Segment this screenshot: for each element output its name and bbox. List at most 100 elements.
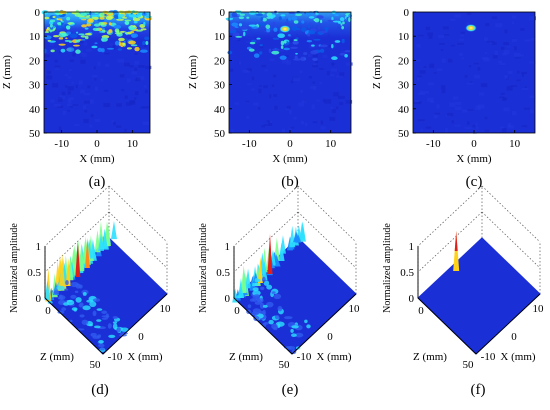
texture-cell — [92, 75, 98, 77]
speckle — [308, 29, 316, 35]
texture-cell — [83, 100, 90, 104]
speckle — [256, 37, 261, 40]
texture-cell — [129, 65, 134, 68]
xlabel-a: X (mm) — [79, 153, 114, 165]
texture-cell — [64, 85, 68, 88]
texture-cell — [464, 74, 468, 78]
speckle — [227, 50, 233, 55]
texture-cell — [261, 64, 267, 68]
speckle — [337, 21, 342, 24]
texture-cell — [311, 104, 315, 109]
speckle — [145, 16, 149, 19]
texture-cell — [238, 61, 242, 65]
speckle — [231, 22, 239, 27]
surface-texture — [101, 310, 108, 315]
speckle — [73, 44, 80, 47]
speckle — [273, 27, 278, 32]
ylabel-a: Z (mm) — [1, 55, 13, 89]
texture-cell — [293, 77, 300, 82]
surface-peak — [240, 265, 247, 293]
surface-texture — [277, 305, 283, 312]
texture-cell — [483, 57, 490, 62]
texture-cell — [454, 124, 461, 127]
speckle — [58, 43, 66, 46]
surface-texture — [78, 303, 84, 308]
texture-cell — [494, 50, 499, 56]
speckle — [128, 26, 135, 31]
texture-cell — [530, 37, 535, 41]
texture-cell — [330, 68, 338, 72]
speckle — [291, 26, 298, 31]
surface-texture — [284, 316, 293, 320]
texture-cell — [417, 34, 424, 37]
surface-peak — [274, 258, 281, 267]
surface-texture — [56, 285, 66, 290]
surface-texture — [79, 314, 85, 318]
surface-texture — [247, 304, 252, 309]
surface-label: 1 — [36, 241, 42, 253]
texture-cell — [458, 38, 464, 41]
texture-cell — [484, 129, 490, 132]
texture-cell — [140, 106, 145, 109]
speckle — [312, 57, 318, 61]
box-edge — [297, 185, 357, 243]
ytick-label: 10 — [214, 31, 226, 43]
surface-d: 1 0.5 0 Normalized amplitude 0 50 Z (mm) 10 0 -10… — [9, 185, 171, 371]
texture-cell — [67, 86, 74, 91]
texture-cell — [312, 64, 318, 68]
surface-label: 1 — [225, 241, 231, 253]
speckle — [117, 48, 123, 51]
surface-texture — [291, 325, 299, 329]
speckle — [108, 22, 112, 26]
texture-cell — [269, 121, 273, 123]
caption-c: (c) — [466, 174, 483, 190]
texture-cell — [421, 91, 429, 94]
surface-label: 0 — [418, 305, 424, 317]
texture-cell — [116, 125, 122, 128]
xtick-label: 10 — [509, 138, 521, 150]
texture-cell — [448, 58, 453, 63]
speckle — [66, 16, 71, 21]
texture-cell — [417, 119, 425, 122]
speckle — [94, 42, 98, 45]
texture-cell — [459, 34, 464, 37]
speckle — [135, 29, 143, 32]
speckle — [240, 26, 248, 31]
speckle — [97, 19, 105, 22]
texture-cell — [499, 96, 505, 99]
speckle — [268, 48, 272, 53]
surface-texture — [61, 307, 67, 311]
texture-cell — [83, 118, 89, 124]
surface-label: Normalized amplitude — [382, 223, 393, 313]
axis-line — [417, 297, 477, 355]
speckle — [246, 16, 250, 19]
speckle — [248, 24, 257, 27]
speckle — [232, 14, 237, 16]
texture-cell — [427, 32, 434, 36]
speckle — [341, 38, 345, 44]
texture-cell — [257, 107, 261, 110]
box-edge — [233, 211, 299, 273]
texture-cell — [298, 102, 305, 107]
texture-cell — [134, 91, 139, 96]
speckle — [280, 45, 284, 49]
texture-cell — [473, 129, 477, 134]
ytick-label: 30 — [398, 80, 410, 92]
texture-cell — [50, 99, 55, 103]
texture-cell — [66, 104, 73, 107]
peak-b — [279, 25, 291, 33]
speckle — [308, 16, 315, 19]
speckle — [122, 17, 128, 19]
speckle — [64, 39, 71, 42]
texture-cell — [79, 52, 87, 57]
texture-cell — [54, 59, 58, 63]
speckle — [283, 47, 290, 51]
surface-texture — [252, 287, 259, 292]
texture-cell — [322, 54, 328, 59]
axis-line — [475, 293, 541, 355]
texture-cell — [433, 72, 437, 74]
speckle — [293, 20, 299, 24]
caption-b: (b) — [281, 174, 299, 190]
speckle — [101, 37, 108, 42]
texture-cell — [434, 112, 441, 115]
